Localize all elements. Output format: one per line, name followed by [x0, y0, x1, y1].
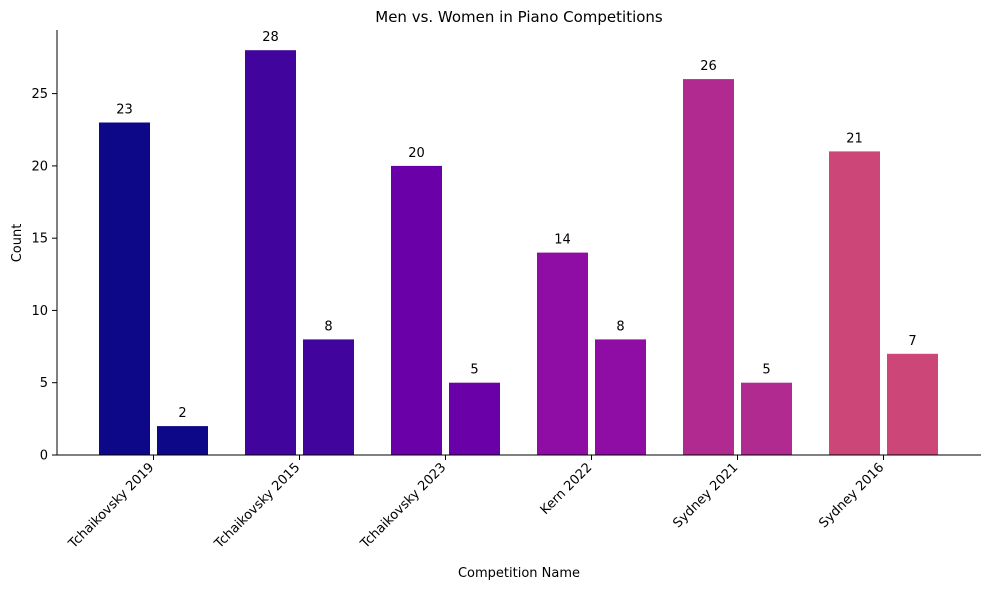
x-axis-ticks: Tchaikovsky 2019 Tchaikovsky 2015 Tchaikov… — [65, 455, 887, 552]
x-axis-title: Competition Name — [458, 566, 580, 581]
y-tick-label: 15 — [31, 232, 48, 247]
x-tick-label: Sydney 2016 — [816, 460, 887, 531]
bar-value-label: 23 — [116, 103, 133, 118]
bar-first-0 — [99, 122, 150, 455]
chart-title: Men vs. Women in Piano Competitions — [375, 8, 663, 26]
y-tick-label: 5 — [40, 376, 48, 391]
bar-second-0 — [157, 426, 208, 455]
bar-value-label: 5 — [470, 363, 478, 378]
bar-second-5 — [887, 353, 938, 455]
x-tick-label: Sydney 2021 — [670, 460, 741, 531]
bar-value-label: 5 — [762, 363, 770, 378]
bar-second-1 — [303, 339, 354, 455]
bars-group — [99, 50, 938, 455]
bar-value-labels: 23 2 28 8 20 5 14 8 26 5 21 7 — [116, 30, 916, 421]
bar-value-label: 7 — [908, 334, 916, 349]
bar-value-label: 28 — [262, 30, 279, 45]
x-tick-label: Kern 2022 — [538, 460, 596, 518]
bar-first-2 — [391, 165, 442, 455]
bar-value-label: 8 — [616, 319, 624, 334]
bar-second-3 — [595, 339, 646, 455]
bar-second-2 — [449, 382, 500, 455]
y-tick-label: 25 — [31, 87, 48, 102]
bar-value-label: 20 — [408, 146, 425, 161]
y-tick-label: 20 — [31, 159, 48, 174]
bar-first-3 — [537, 252, 588, 455]
bar-value-label: 21 — [846, 131, 863, 146]
bar-first-1 — [245, 50, 296, 455]
bar-value-label: 14 — [554, 233, 571, 248]
bar-first-4 — [683, 79, 734, 455]
y-axis-ticks: 0 5 10 15 20 25 — [31, 87, 57, 464]
bar-second-4 — [741, 382, 792, 455]
bar-value-label: 2 — [178, 406, 186, 421]
bar-first-5 — [829, 151, 880, 455]
x-tick-label: Tchaikovsky 2015 — [211, 460, 303, 552]
y-tick-label: 10 — [31, 304, 48, 319]
bar-value-label: 8 — [324, 319, 332, 334]
y-axis-title: Count — [10, 224, 25, 263]
y-tick-label: 0 — [40, 449, 48, 464]
x-tick-label: Tchaikovsky 2023 — [357, 460, 449, 552]
bar-value-label: 26 — [700, 59, 717, 74]
x-tick-label: Tchaikovsky 2019 — [65, 460, 157, 552]
